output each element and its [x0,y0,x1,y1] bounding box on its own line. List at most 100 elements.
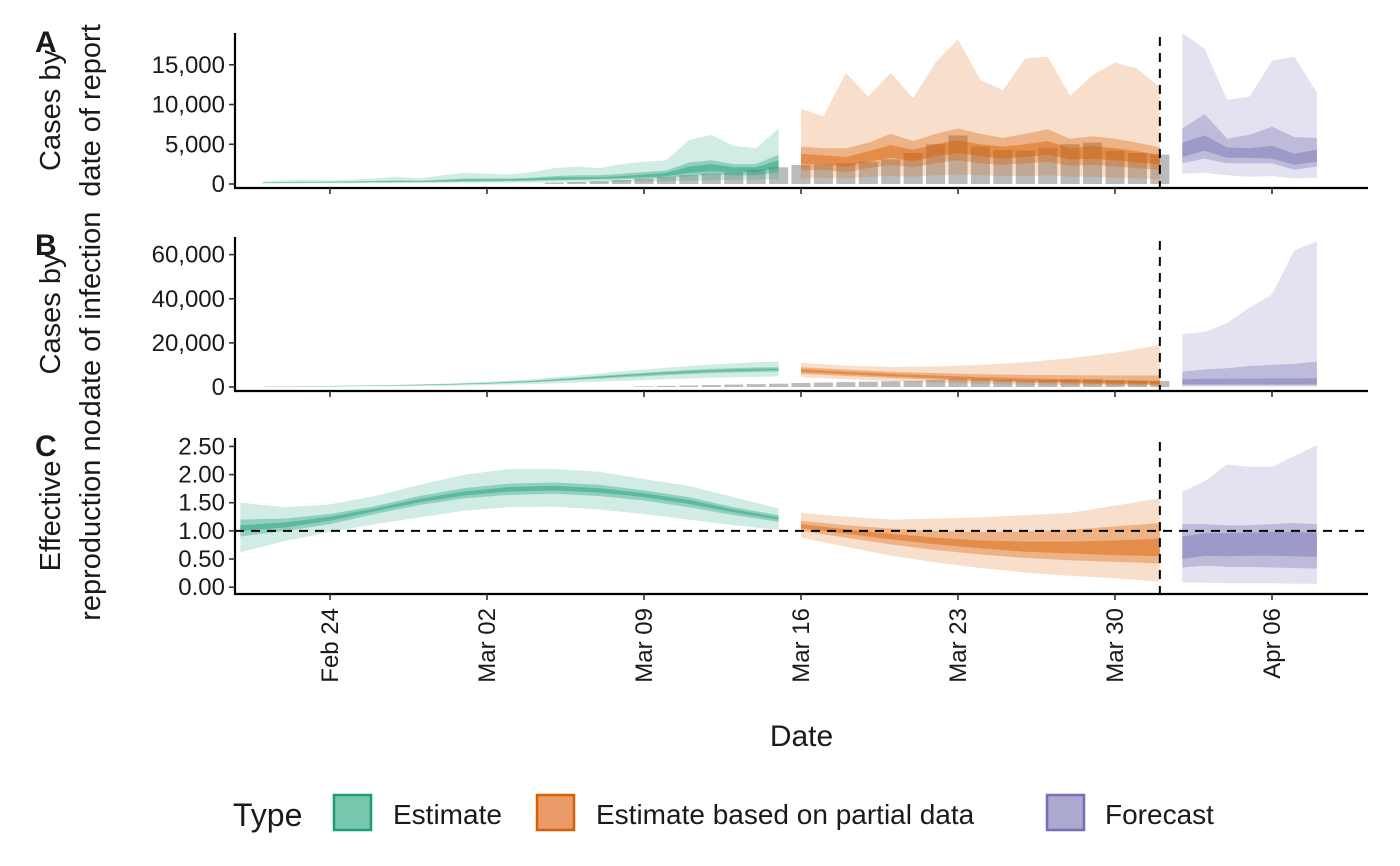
ribbon-estimate-based-on-partial-data-90 [801,39,1160,180]
ribbon-forecast-90 [1182,241,1317,387]
observed-bar [1105,150,1125,184]
observed-bar [881,381,901,387]
y-axis-label: Effective [35,461,67,572]
y-tick-label: 20,000 [152,330,225,357]
observed-bar [993,379,1013,387]
panel-letter: A [35,26,57,59]
observed-bar [1127,380,1147,387]
observed-bar [656,176,676,184]
y-tick-label: 1.50 [178,490,225,517]
ribbon-estimate-20 [262,160,779,183]
ribbon-estimate-90 [262,361,779,387]
observed-bar [769,167,789,184]
observed-bar [701,173,721,184]
x-tick-label: Apr 06 [1259,608,1286,679]
legend-label: Forecast [1105,799,1214,830]
x-tick-label: Mar 30 [1102,608,1129,683]
ribbon-estimate-50 [240,482,779,537]
x-tick-label: Mar 16 [788,608,815,683]
ribbon-forecast-50 [1182,523,1317,569]
observed-bar [1015,380,1035,387]
legend-key [1045,793,1086,832]
observed-bar [926,379,946,387]
y-tick-label: 0 [212,171,225,198]
observed-bar [1083,142,1103,184]
y-axis-label: Cases by [35,253,67,374]
legend-title: Type [233,797,302,833]
observed-bar [679,385,699,387]
observed-bar [836,163,856,184]
legend-item: Estimate [332,793,502,832]
ribbon-estimate-based-on-partial-data-50 [801,128,1160,173]
legend-item: Forecast [1045,793,1214,832]
observed-bar [858,161,878,184]
ribbon-forecast-20 [1182,532,1317,559]
x-axis-title: Date [770,720,833,753]
observed-bar [769,383,789,387]
observed-bar [724,384,744,387]
observed-bar [746,384,766,387]
observed-bar [1038,148,1058,184]
y-tick-label: 10,000 [152,92,225,119]
ribbon-estimate-based-on-partial-data-20 [801,524,1160,557]
ribbon-forecast-90 [1182,33,1317,179]
ribbon-forecast-50 [1182,114,1317,170]
observed-bar [656,385,676,387]
observed-bar [1015,150,1035,184]
ribbon-estimate-based-on-partial-data-90 [801,498,1160,582]
ribbon-forecast-50 [1182,361,1317,386]
observed-bar [701,385,721,387]
y-tick-label: 0.00 [178,574,225,601]
legend-key [535,793,576,832]
ribbon-estimate-50 [262,154,779,183]
observed-bar [1127,153,1147,184]
ribbon-estimate-90 [262,128,779,184]
observed-bar [791,164,811,184]
observed-bar [970,146,990,184]
y-axis-label: date of report [75,24,107,197]
observed-bar [970,379,990,387]
panel-letter: C [35,430,57,463]
y-tick-label: 0.50 [178,546,225,573]
observed-bar [858,381,878,387]
observed-bar [903,153,923,184]
observed-bar [567,182,587,184]
observed-bar [791,383,811,387]
observed-bar [544,182,564,184]
y-tick-label: 60,000 [152,242,225,269]
observed-bar [813,382,833,387]
x-tick-label: Mar 09 [631,608,658,683]
legend: Type Estimate Estimate based on partial da… [233,793,1214,833]
ribbon-estimate-50 [262,367,779,387]
panel-C: 0.000.501.001.502.002.50 Feb 24 Mar 02 Mar … [35,411,1368,753]
observed-bar [813,164,833,184]
panel-letter: B [35,229,57,262]
observed-bar [948,378,968,387]
observed-bar [1060,379,1080,387]
panel-A: 0 5,000 10,000 15,000 Cases by date of report… [35,24,1368,198]
legend-key [332,793,373,832]
ribbon-estimate-based-on-partial-data-50 [801,367,1160,385]
observed-bar [1038,380,1058,387]
observed-bar [1105,380,1125,387]
observed-bar [903,380,923,387]
ribbon-estimate-based-on-partial-data-20 [801,369,1160,384]
ribbon-estimate-20 [262,368,779,387]
legend-label: Estimate based on partial data [596,799,975,830]
observed-bar [634,386,654,387]
observed-bar [679,175,699,184]
y-tick-label: 2.00 [178,462,225,489]
y-tick-label: 2.50 [178,433,225,460]
observed-bar [926,144,946,184]
observed-bar [589,181,609,184]
y-axis-label: Cases by [35,50,67,171]
observed-bar [634,178,654,184]
legend-label: Estimate [393,799,502,830]
y-tick-label: 1.00 [178,518,225,545]
ribbon-forecast-90 [1182,445,1317,584]
x-tick-label: Feb 24 [317,608,344,683]
y-axis-label: reproduction no. [75,411,107,621]
observed-bar [612,180,632,184]
panel-B: 0 20,000 40,000 60,000 Cases by date of infec… [35,212,1368,416]
